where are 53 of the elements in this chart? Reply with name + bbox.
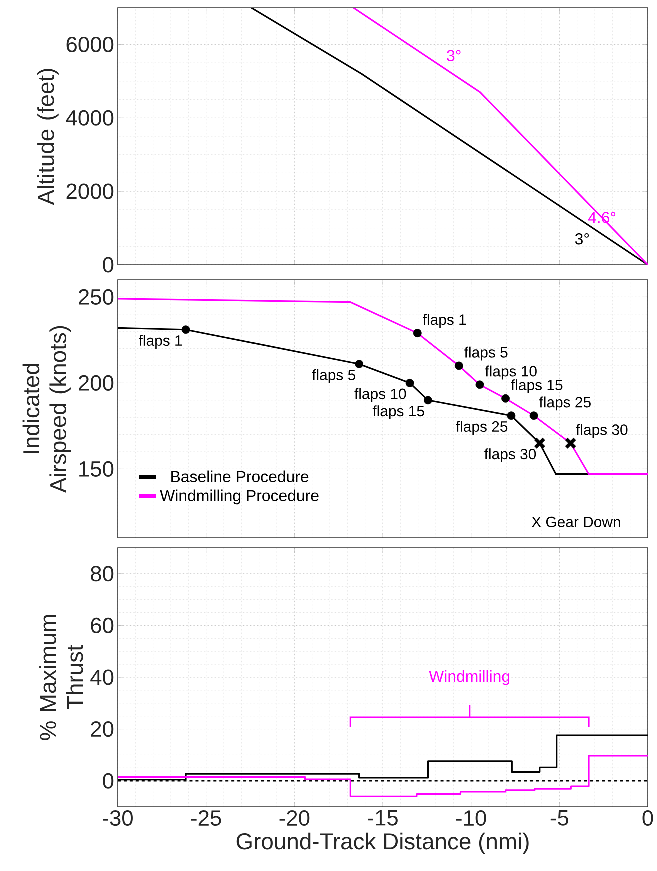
point xyxy=(424,396,432,405)
y-tick-label: 6000 xyxy=(66,36,114,52)
annotation: flaps 10 xyxy=(354,388,406,402)
annotation: Windmilling xyxy=(429,670,510,686)
x-tick-label: -15 xyxy=(368,810,398,826)
y-axis-title: Altitude (feet) xyxy=(38,69,59,206)
annotation: flaps 10 xyxy=(485,366,537,380)
annotation: flaps 15 xyxy=(511,380,563,394)
annotation: 3° xyxy=(447,50,461,62)
y-tick-label: 60 xyxy=(91,618,114,634)
legend-label: Baseline Procedure xyxy=(172,470,309,482)
y-tick-label: 40 xyxy=(90,670,114,686)
annotation: flaps 1 xyxy=(423,314,466,328)
annotation: flaps 30 xyxy=(576,424,628,438)
y-tick-label: 80 xyxy=(91,566,114,582)
point xyxy=(476,380,484,390)
y-tick-label: 2000 xyxy=(66,184,114,200)
point xyxy=(534,437,546,450)
y-tick-label: 0 xyxy=(103,773,114,789)
annotation: flaps 1 xyxy=(139,335,182,349)
x-tick-label: -25 xyxy=(191,810,222,826)
point xyxy=(454,362,464,370)
point xyxy=(355,360,364,368)
point xyxy=(182,326,190,334)
y-axis-title: % Maximum Thrust xyxy=(40,615,84,740)
annotation: flaps 5 xyxy=(312,369,356,384)
y-axis-title: Indicated Airspeed (knots) xyxy=(22,326,72,493)
y-tick-label: 20 xyxy=(91,722,114,738)
point xyxy=(502,394,510,403)
annotation: flaps 15 xyxy=(372,406,424,420)
y-tick-label: 250 xyxy=(79,289,114,305)
x-tick-label: -10 xyxy=(456,810,486,826)
point xyxy=(530,412,538,420)
point xyxy=(507,412,516,420)
point xyxy=(564,437,577,450)
point xyxy=(413,329,422,338)
annotation: flaps 30 xyxy=(484,448,536,463)
x-tick-label: 0 xyxy=(642,810,654,826)
annotation: flaps 25 xyxy=(456,421,508,435)
x-tick-label: -5 xyxy=(550,810,568,826)
annotation: 3° xyxy=(575,233,590,245)
point xyxy=(406,378,414,388)
y-tick-label: 0 xyxy=(103,257,114,273)
x-tick-label: -30 xyxy=(103,810,133,826)
annotation: flaps 5 xyxy=(464,346,508,361)
annotation: flaps 25 xyxy=(539,396,591,411)
y-tick-label: 200 xyxy=(79,375,114,391)
x-tick-label: -20 xyxy=(280,810,310,826)
x-axis-title: Ground-Track Distance (nmi) xyxy=(236,832,529,854)
y-tick-label: 4000 xyxy=(66,110,114,126)
legend-label: Windmilling Procedure xyxy=(160,490,319,505)
annotation: X Gear Down xyxy=(532,516,620,528)
y-tick-label: 150 xyxy=(80,461,114,477)
